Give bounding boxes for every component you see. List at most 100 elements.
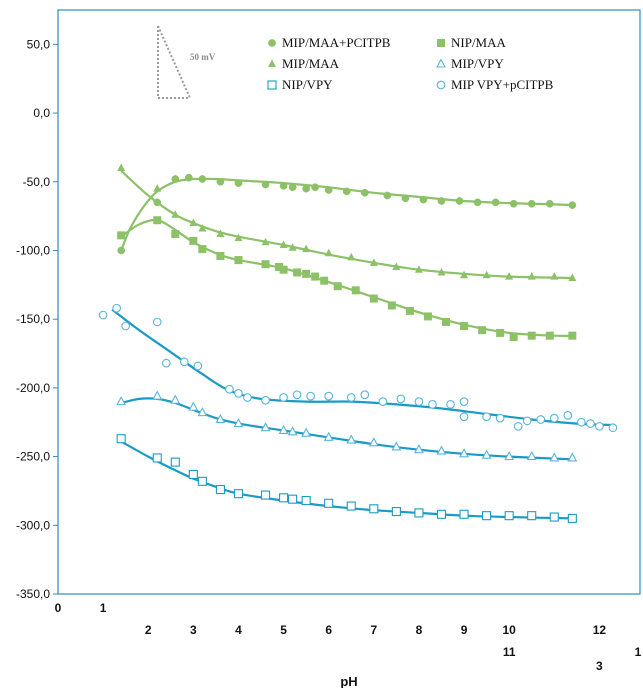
x-tick-label: 10 bbox=[502, 623, 516, 637]
point-mip-maa bbox=[392, 262, 401, 270]
scale-bar-vertical bbox=[157, 26, 190, 99]
point-nip-maa bbox=[333, 282, 342, 291]
point-mip-vpy bbox=[301, 427, 312, 437]
point-mip-maa-pcitpb bbox=[342, 187, 351, 196]
point-mip-maa-pcitpb bbox=[455, 197, 464, 205]
point-mip-vpy bbox=[188, 401, 199, 411]
point-mip-vpy-pcitpb bbox=[446, 400, 455, 409]
x-axis-title: pH bbox=[340, 674, 357, 688]
point-mip-maa-pcitpb bbox=[302, 184, 310, 193]
point-mip-maa-pcitpb bbox=[401, 194, 410, 203]
point-nip-maa bbox=[423, 312, 432, 321]
point-nip-maa bbox=[387, 301, 396, 310]
point-mip-maa bbox=[153, 184, 162, 192]
point-mip-maa bbox=[302, 244, 311, 253]
legend-marker-0 bbox=[268, 39, 276, 47]
point-mip-vpy bbox=[260, 422, 271, 432]
point-mip-maa-pcitpb bbox=[527, 199, 536, 208]
point-mip-vpy-pcitpb bbox=[608, 423, 618, 433]
point-nip-vpy bbox=[459, 509, 469, 519]
point-nip-maa bbox=[311, 272, 320, 281]
point-nip-maa bbox=[216, 251, 225, 260]
x-tick-label: 4 bbox=[235, 623, 242, 637]
point-mip-vpy-pcitpb bbox=[360, 390, 370, 400]
point-mip-maa bbox=[369, 258, 378, 266]
x-tick-label: 6 bbox=[325, 623, 332, 637]
point-mip-vpy-pcitpb bbox=[261, 395, 270, 405]
point-nip-maa bbox=[496, 328, 505, 337]
point-mip-vpy bbox=[116, 395, 127, 406]
x-tick-label: 2 bbox=[145, 623, 152, 637]
y-tick-label: -150,0 bbox=[16, 312, 50, 326]
point-mip-vpy-pcitpb bbox=[536, 415, 546, 424]
legend-label: MIP/MAA bbox=[282, 56, 340, 71]
point-nip-maa bbox=[171, 229, 180, 238]
point-mip-vpy-pcitpb bbox=[98, 310, 108, 320]
point-nip-vpy bbox=[116, 434, 126, 444]
point-nip-vpy bbox=[369, 504, 379, 514]
data-points bbox=[98, 163, 618, 523]
point-nip-maa bbox=[478, 326, 487, 335]
point-mip-maa bbox=[505, 272, 514, 280]
point-mip-vpy-pcitpb bbox=[179, 357, 189, 367]
point-mip-maa bbox=[171, 210, 180, 218]
point-nip-maa bbox=[351, 286, 360, 295]
point-mip-vpy-pcitpb bbox=[428, 400, 437, 409]
point-mip-maa bbox=[437, 267, 446, 276]
point-nip-maa bbox=[275, 262, 284, 271]
x-tick-label: 12 bbox=[593, 623, 607, 637]
legend-marker-5 bbox=[436, 80, 446, 90]
point-mip-maa bbox=[482, 270, 491, 279]
point-mip-maa bbox=[279, 240, 288, 248]
point-mip-maa-pcitpb bbox=[509, 199, 518, 208]
point-mip-vpy bbox=[459, 448, 469, 458]
point-mip-maa bbox=[288, 243, 297, 251]
point-mip-vpy bbox=[346, 434, 357, 444]
point-nip-maa bbox=[509, 333, 518, 342]
y-tick-label: 0,0 bbox=[33, 106, 50, 120]
point-mip-maa-pcitpb bbox=[117, 246, 126, 255]
point-mip-vpy-pcitpb bbox=[576, 417, 586, 427]
point-mip-vpy bbox=[414, 444, 424, 454]
point-mip-maa-pcitpb bbox=[171, 175, 180, 183]
x-tick-label: 3 bbox=[596, 659, 603, 673]
point-mip-maa-pcitpb bbox=[491, 198, 500, 207]
point-mip-vpy-pcitpb bbox=[152, 317, 162, 327]
point-mip-vpy-pcitpb bbox=[292, 390, 302, 400]
point-mip-vpy-pcitpb bbox=[193, 361, 203, 371]
point-nip-vpy bbox=[549, 512, 559, 522]
point-mip-vpy bbox=[233, 417, 244, 428]
point-mip-vpy-pcitpb bbox=[459, 412, 469, 422]
point-nip-maa bbox=[369, 294, 378, 303]
point-nip-vpy bbox=[301, 496, 311, 506]
point-mip-vpy bbox=[481, 449, 492, 459]
point-mip-vpy bbox=[323, 431, 334, 441]
legend-label: NIP/VPY bbox=[282, 77, 333, 92]
point-nip-vpy bbox=[504, 511, 514, 521]
point-mip-vpy bbox=[170, 394, 181, 404]
point-nip-maa bbox=[293, 268, 302, 277]
point-mip-maa-pcitpb bbox=[153, 198, 162, 207]
point-mip-maa bbox=[117, 163, 126, 172]
point-mip-vpy-pcitpb bbox=[225, 384, 234, 394]
x-tick-label: 1 bbox=[635, 645, 642, 659]
point-nip-vpy bbox=[170, 457, 180, 467]
point-mip-vpy-pcitpb bbox=[495, 413, 505, 423]
point-nip-vpy bbox=[436, 509, 447, 519]
point-nip-vpy bbox=[391, 507, 401, 517]
point-mip-vpy bbox=[504, 450, 515, 461]
point-nip-vpy bbox=[215, 485, 225, 495]
point-mip-maa-pcitpb bbox=[545, 199, 554, 208]
legend-marker-1 bbox=[437, 39, 445, 47]
point-mip-vpy-pcitpb bbox=[112, 303, 122, 313]
point-nip-vpy bbox=[527, 511, 537, 521]
point-mip-vpy-pcitpb bbox=[414, 397, 424, 406]
point-mip-vpy bbox=[278, 424, 289, 435]
point-mip-vpy-pcitpb bbox=[586, 419, 595, 428]
point-mip-maa bbox=[414, 265, 423, 273]
y-tick-label: -50,0 bbox=[23, 175, 51, 189]
y-tick-label: -350,0 bbox=[16, 587, 50, 601]
y-tick-label: -250,0 bbox=[16, 450, 50, 464]
